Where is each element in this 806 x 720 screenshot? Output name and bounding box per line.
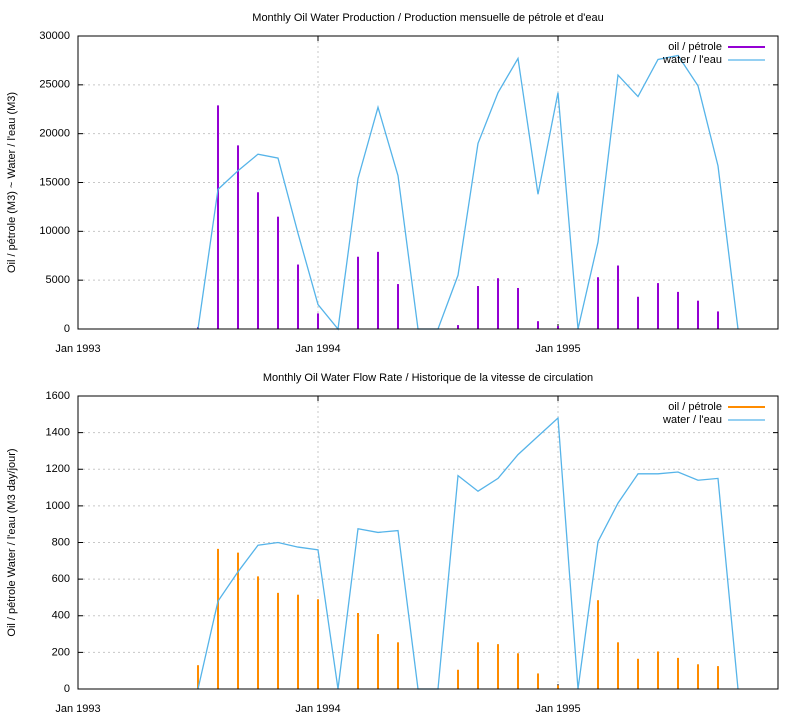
x-tick-label: Jan 1995 (535, 343, 580, 355)
y-tick-label: 0 (64, 323, 70, 335)
y-tick-label: 1600 (46, 390, 70, 402)
chart: Monthly Oil Water Production / Productio… (6, 12, 779, 355)
plot-frame (77, 395, 779, 690)
y-tick-label: 1200 (46, 463, 70, 475)
line (197, 416, 739, 690)
legend-label: water / l'eau (662, 54, 722, 66)
y-tick-label: 25000 (39, 79, 70, 91)
x-tick-label: Jan 1994 (295, 343, 340, 355)
y-tick-label: 5000 (46, 274, 70, 286)
y-tick-label: 800 (52, 536, 70, 548)
x-tick-label: Jan 1994 (295, 703, 340, 715)
y-tick-label: 10000 (39, 225, 70, 237)
y-tick-label: 1400 (46, 427, 70, 439)
y-tick-label: 15000 (39, 176, 70, 188)
x-tick-label: Jan 1995 (535, 703, 580, 715)
y-tick-label: 1000 (46, 500, 70, 512)
y-tick-label: 600 (52, 573, 70, 585)
chart-title: Monthly Oil Water Production / Productio… (252, 12, 603, 24)
legend-label: oil / pétrole (668, 401, 722, 413)
plot-frame (77, 35, 779, 330)
y-tick-label: 0 (64, 683, 70, 695)
chart-title: Monthly Oil Water Flow Rate / Historique… (263, 372, 593, 384)
y-tick-label: 200 (52, 646, 70, 658)
y-tick-label: 400 (52, 610, 70, 622)
y-axis-label: Oil / pétrole Water / l'eau (M3 day/jour… (6, 448, 18, 636)
x-tick-label: Jan 1993 (55, 703, 100, 715)
legend-label: water / l'eau (662, 414, 722, 426)
y-tick-label: 20000 (39, 128, 70, 140)
line (197, 54, 739, 331)
y-tick-label: 30000 (39, 30, 70, 42)
y-axis-label: Oil / pétrole (M3) ~ Water / l'eau (M3) (6, 92, 18, 273)
x-tick-label: Jan 1993 (55, 343, 100, 355)
chart: Monthly Oil Water Flow Rate / Historique… (6, 372, 779, 715)
legend-label: oil / pétrole (668, 41, 722, 53)
